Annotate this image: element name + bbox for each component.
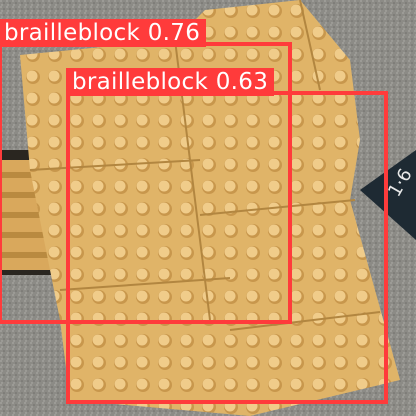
detection-label-0: brailleblock 0.76: [0, 19, 207, 47]
sign-shape: [360, 150, 416, 240]
detection-score-1: 0.63: [215, 69, 269, 95]
detection-box-1: [66, 91, 388, 404]
detection-label-1: brailleblock 0.63: [66, 68, 275, 96]
detection-class-0: brailleblock: [4, 20, 141, 46]
tactile-tiles: [20, 0, 400, 416]
detection-class-1: brailleblock: [72, 69, 209, 95]
detection-score-0: 0.76: [147, 20, 201, 46]
